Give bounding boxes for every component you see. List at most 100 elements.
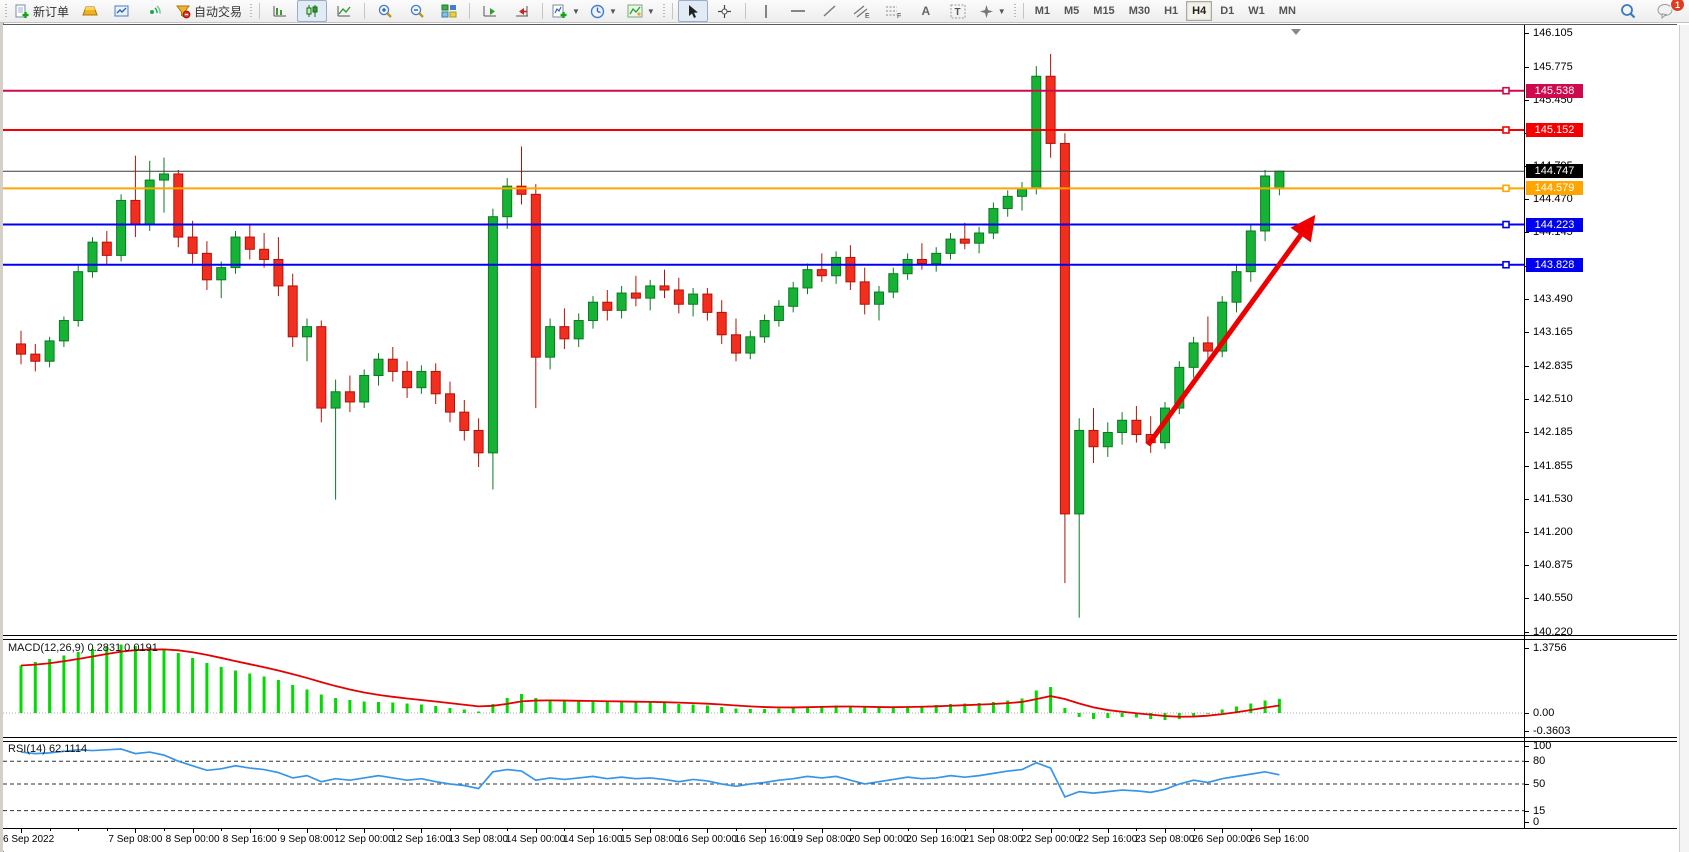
time-axis-label: 20 Sep 00:00 <box>849 834 909 845</box>
trend-arrow-annotation[interactable] <box>1145 214 1316 447</box>
time-axis-label: 22 Sep 00:00 <box>1020 834 1081 845</box>
candlestick-mode-button[interactable] <box>297 0 328 22</box>
chevron-down-icon: ▼ <box>646 6 655 16</box>
zoom-out-button[interactable] <box>402 0 432 22</box>
time-axis-label: 14 Sep 16:00 <box>563 834 623 845</box>
horizontal-line-icon <box>790 4 806 18</box>
autotrading-button[interactable]: 自动交易 <box>171 0 246 22</box>
rsi-axis-tick: 100 <box>1533 740 1552 752</box>
window-right-strip <box>1679 25 1689 852</box>
bar-chart-icon <box>272 4 288 18</box>
timeframe-button-mn[interactable]: MN <box>1278 5 1296 17</box>
timeframe-button-h1[interactable]: H1 <box>1164 5 1179 17</box>
fibonacci-tool-button[interactable]: F <box>879 0 909 22</box>
timeframe-button-h4[interactable]: H4 <box>1186 1 1213 21</box>
crosshair-tool-button[interactable] <box>710 0 740 22</box>
text-tool-button[interactable]: A <box>911 0 941 22</box>
line-chart-mode-button[interactable] <box>329 0 359 22</box>
tile-windows-button[interactable] <box>434 0 464 22</box>
timeframe-button-m5[interactable]: M5 <box>1064 5 1080 17</box>
panel-separator[interactable] <box>3 639 1677 640</box>
macd-indicator-canvas[interactable] <box>3 640 1524 737</box>
autotrading-label: 自动交易 <box>194 4 243 19</box>
horizontal-line-tool-button[interactable] <box>783 0 813 22</box>
indicators-button[interactable]: ▼ <box>548 0 584 22</box>
chevron-down-icon: ▼ <box>608 6 617 16</box>
price-axis-tick: 141.200 <box>1533 526 1573 539</box>
periods-button[interactable]: ▼ <box>586 0 621 22</box>
panel-separator[interactable] <box>3 741 1677 742</box>
time-axis-label: 9 Sep 08:00 <box>280 834 334 845</box>
time-axis-label: 16 Sep 16:00 <box>734 834 795 845</box>
bar-chart-mode-button[interactable] <box>265 0 295 22</box>
price-axis-tick: 143.165 <box>1533 326 1573 339</box>
time-axis-label: 6 Sep 2022 <box>3 834 55 845</box>
price-axis-tick: 141.530 <box>1533 492 1573 505</box>
price-line-handle[interactable] <box>1502 86 1510 95</box>
crosshair-icon <box>717 4 732 19</box>
new-order-button[interactable]: 新订单 <box>11 0 73 22</box>
chart-shift-icon <box>514 4 530 18</box>
timeframe-button-w1[interactable]: W1 <box>1248 5 1265 17</box>
toolbar-grip[interactable] <box>1012 3 1017 19</box>
text-label-icon: T <box>950 4 966 19</box>
toolbar-grip[interactable] <box>661 3 666 19</box>
signals-button[interactable] <box>139 0 169 22</box>
time-axis-label: 14 Sep 00:00 <box>505 834 566 845</box>
market-watch-button[interactable] <box>107 0 137 22</box>
trendline-tool-button[interactable] <box>815 0 845 22</box>
time-axis-label: 12 Sep 16:00 <box>391 834 451 845</box>
panel-separator[interactable] <box>3 737 1677 738</box>
time-axis-label: 19 Sep 08:00 <box>791 834 852 845</box>
equidistant-channel-tool-button[interactable]: E <box>847 0 877 22</box>
search-button[interactable] <box>1613 0 1643 22</box>
text-label-tool-button[interactable]: T <box>943 0 973 22</box>
auto-scroll-icon <box>482 4 498 18</box>
line-chart-icon <box>336 4 352 18</box>
main-chart-canvas[interactable] <box>3 25 1524 635</box>
timeframe-button-d1[interactable]: D1 <box>1220 5 1235 17</box>
panel-separator[interactable] <box>3 635 1677 636</box>
chart-shift-button[interactable] <box>507 0 537 22</box>
search-icon <box>1620 3 1636 19</box>
cursor-tool-button[interactable] <box>677 0 708 22</box>
time-axis-label: 13 Sep 08:00 <box>448 834 509 845</box>
signals-icon <box>146 4 162 18</box>
zoom-in-button[interactable] <box>370 0 400 22</box>
toolbar-grip[interactable] <box>4 3 8 19</box>
price-line-handle[interactable] <box>1502 220 1510 229</box>
price-axis-tick: 141.855 <box>1533 459 1573 472</box>
timeframe-button-m1[interactable]: M1 <box>1034 5 1050 17</box>
chart-bottom-border <box>3 828 1677 829</box>
price-line-handle[interactable] <box>1502 126 1510 134</box>
price-line-badge: 143.828 <box>1526 257 1583 272</box>
price-line-handle[interactable] <box>1502 184 1510 193</box>
toolbar-grip[interactable] <box>249 3 254 19</box>
rsi-indicator-canvas[interactable] <box>3 742 1524 828</box>
new-order-label: 新订单 <box>33 4 70 19</box>
timeframe-button-m15[interactable]: M15 <box>1093 5 1115 17</box>
chart-window-icon <box>114 4 130 18</box>
price-axis-tick: 146.105 <box>1533 27 1573 39</box>
notifications-button[interactable]: 1 <box>1650 0 1685 22</box>
templates-icon <box>627 4 643 18</box>
arrows-tool-button[interactable]: ▼ <box>975 0 1010 22</box>
price-line-handle[interactable] <box>1502 260 1510 269</box>
svg-text:T: T <box>954 7 960 18</box>
auto-scroll-button[interactable] <box>475 0 505 22</box>
chevron-down-icon: ▼ <box>572 6 580 16</box>
arrows-icon <box>979 4 994 19</box>
price-axis-tick: 142.835 <box>1533 359 1573 372</box>
timeframe-button-m30[interactable]: M30 <box>1128 5 1151 17</box>
gold-button[interactable] <box>75 0 105 22</box>
time-axis[interactable]: 6 Sep 2022 7 Sep 08:00 8 Sep 00:00 8 Sep 16… <box>3 829 1677 851</box>
clock-icon <box>590 4 605 19</box>
price-line-badge: 144.579 <box>1526 181 1583 196</box>
price-axis-tick: 143.490 <box>1533 293 1573 306</box>
rsi-axis-tick: 80 <box>1533 755 1546 768</box>
zoom-out-icon <box>409 4 425 19</box>
price-axis-tick: 144.470 <box>1533 193 1573 206</box>
templates-button[interactable]: ▼ <box>623 0 659 22</box>
trendline-icon <box>822 4 837 18</box>
vertical-line-tool-button[interactable] <box>751 0 781 22</box>
